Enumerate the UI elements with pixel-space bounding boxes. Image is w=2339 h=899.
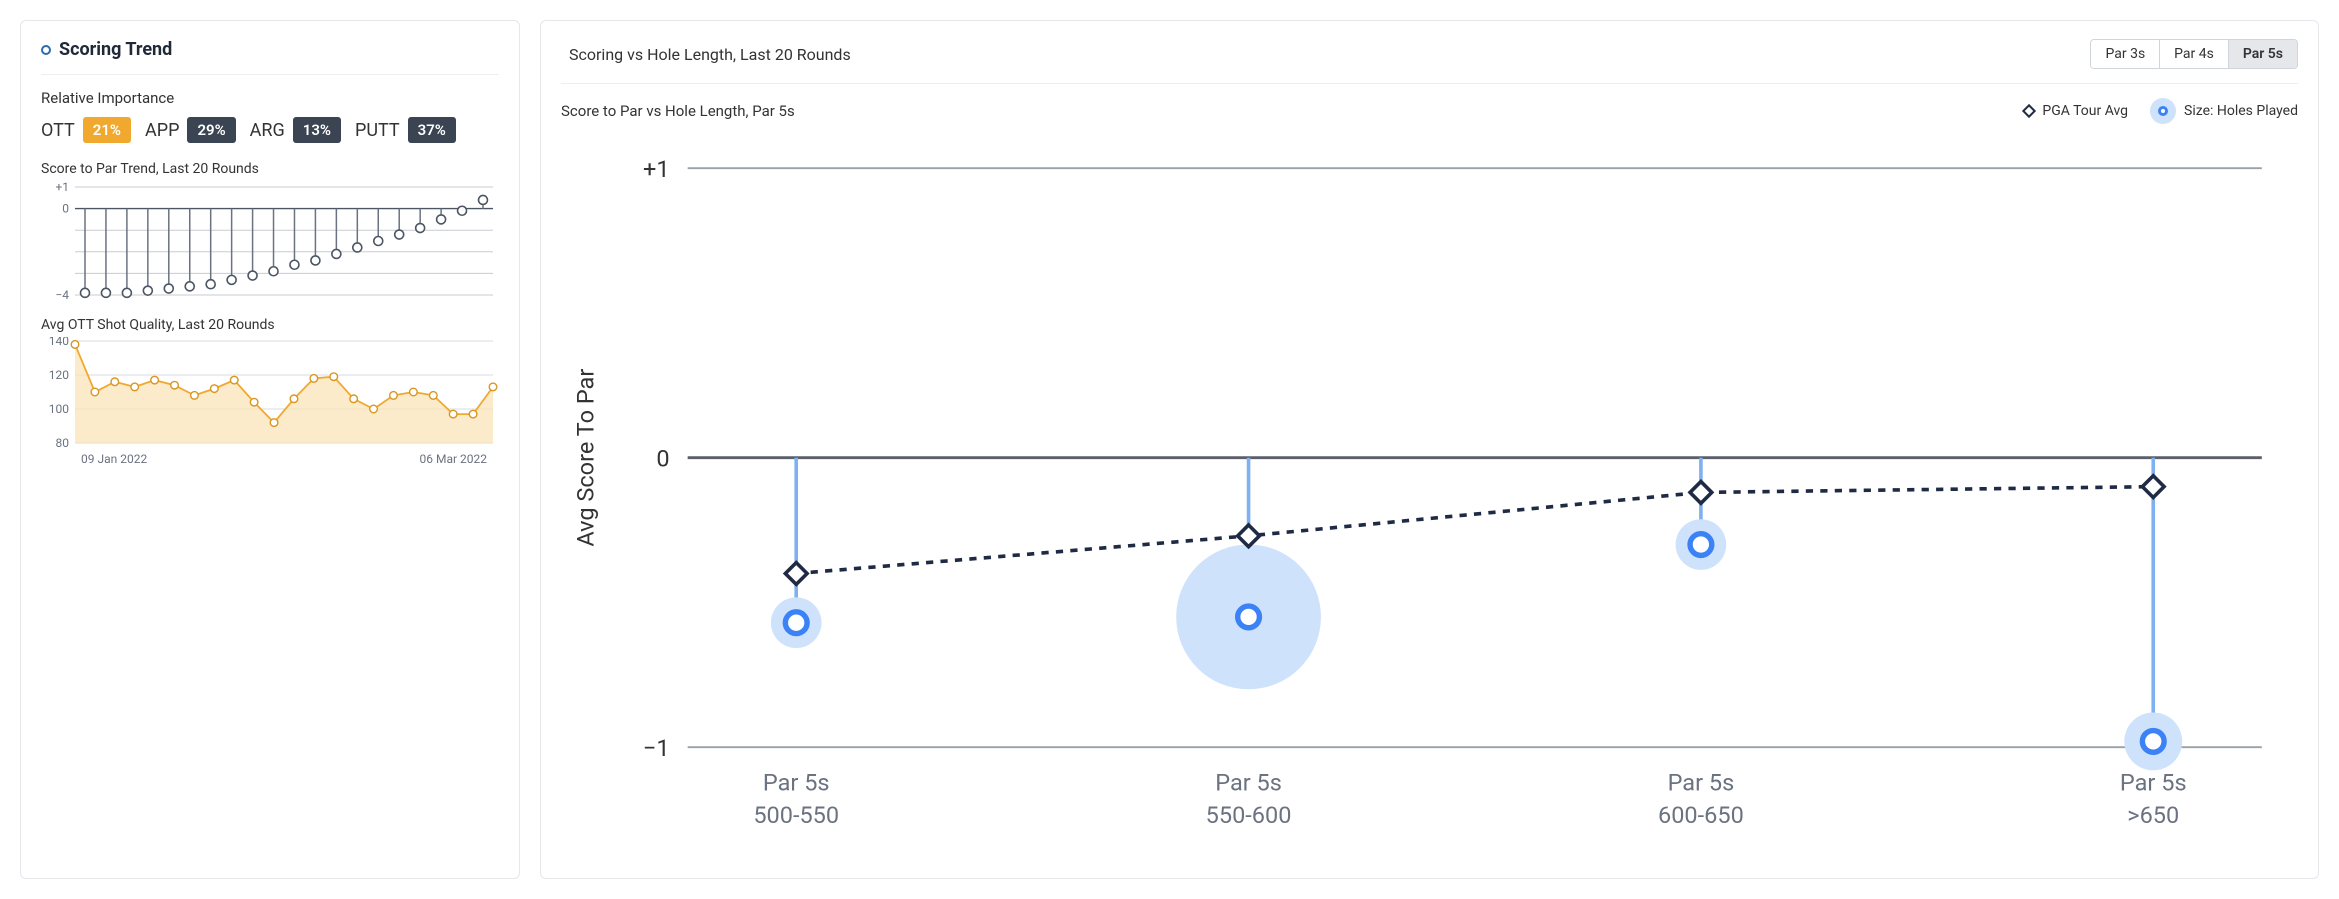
svg-text:+1: +1 xyxy=(55,181,69,194)
ott-chart: 140 120 100 80 09 Jan 2022 06 Mar 2022 xyxy=(41,337,499,471)
legend-size-label: Size: Holes Played xyxy=(2184,103,2298,119)
svg-text:80: 80 xyxy=(56,436,70,450)
legend-size: Size: Holes Played xyxy=(2150,98,2298,124)
svg-text:06 Mar 2022: 06 Mar 2022 xyxy=(420,452,488,466)
relimp-item: ARG 13% xyxy=(250,117,341,143)
relative-importance-label: Relative Importance xyxy=(41,89,499,107)
card-title: Scoring vs Hole Length, Last 20 Rounds xyxy=(569,45,851,64)
card-header: Scoring Trend xyxy=(41,39,499,75)
svg-text:09 Jan 2022: 09 Jan 2022 xyxy=(81,452,147,466)
score-trend-chart: +1 0 −4 xyxy=(41,181,499,305)
tab-par-5s[interactable]: Par 5s xyxy=(2228,40,2297,68)
legend-pga: PGA Tour Avg xyxy=(2024,103,2128,119)
relimp-item: PUTT 37% xyxy=(355,117,456,143)
subheader-row: Score to Par vs Hole Length, Par 5s PGA … xyxy=(561,98,2298,124)
legend-pga-label: PGA Tour Avg xyxy=(2042,103,2128,119)
par-tabs: Par 3sPar 4sPar 5s xyxy=(2090,39,2298,69)
tab-par-3s[interactable]: Par 3s xyxy=(2091,40,2159,68)
svg-text:500-550: 500-550 xyxy=(753,801,839,829)
relimp-label: APP xyxy=(145,120,179,141)
svg-text:550-600: 550-600 xyxy=(1206,801,1292,829)
tab-par-4s[interactable]: Par 4s xyxy=(2159,40,2228,68)
svg-text:Par 5s: Par 5s xyxy=(1215,769,1282,797)
bubble-icon-inner xyxy=(2158,106,2168,116)
legend: PGA Tour Avg Size: Holes Played xyxy=(2024,98,2298,124)
relimp-label: ARG xyxy=(250,120,285,141)
svg-text:−1: −1 xyxy=(643,734,670,762)
bullet-icon xyxy=(41,45,51,55)
svg-text:Par 5s: Par 5s xyxy=(763,769,830,797)
svg-text:140: 140 xyxy=(49,337,69,348)
bubble-icon xyxy=(2150,98,2176,124)
scoring-vs-length-chart: +1 0 −1 Avg Score To Par Par 5s 500-550 Par 5s… xyxy=(561,132,2298,860)
relimp-item: APP 29% xyxy=(145,117,236,143)
svg-text:+1: +1 xyxy=(643,155,670,183)
card-title: Scoring Trend xyxy=(59,39,172,60)
relimp-value: 13% xyxy=(293,117,341,143)
svg-text:Par 5s: Par 5s xyxy=(1668,769,1735,797)
chart-subtitle: Score to Par vs Hole Length, Par 5s xyxy=(561,102,795,120)
relimp-value: 37% xyxy=(408,117,456,143)
svg-text:0: 0 xyxy=(656,445,669,473)
svg-text:600-650: 600-650 xyxy=(1658,801,1744,829)
relimp-item: OTT 21% xyxy=(41,117,131,143)
score-trend-title: Score to Par Trend, Last 20 Rounds xyxy=(41,161,499,177)
relative-importance-row: OTT 21% APP 29% ARG 13% PUTT 37% xyxy=(41,117,499,143)
svg-text:100: 100 xyxy=(49,402,69,416)
svg-text:>650: >650 xyxy=(2127,801,2179,829)
svg-text:Par 5s: Par 5s xyxy=(2120,769,2187,797)
relimp-label: PUTT xyxy=(355,120,400,141)
svg-text:120: 120 xyxy=(49,368,69,382)
card-header-row: Scoring vs Hole Length, Last 20 Rounds P… xyxy=(561,39,2298,84)
relimp-value: 21% xyxy=(83,117,131,143)
svg-text:Avg Score To Par: Avg Score To Par xyxy=(572,369,600,547)
scoring-vs-length-card: Scoring vs Hole Length, Last 20 Rounds P… xyxy=(540,20,2319,879)
diamond-icon xyxy=(2022,104,2036,118)
ott-chart-title: Avg OTT Shot Quality, Last 20 Rounds xyxy=(41,317,499,333)
svg-text:0: 0 xyxy=(62,202,69,216)
relimp-value: 29% xyxy=(187,117,235,143)
scoring-trend-card: Scoring Trend Relative Importance OTT 21%… xyxy=(20,20,520,879)
svg-text:−4: −4 xyxy=(55,288,69,301)
relimp-label: OTT xyxy=(41,120,75,141)
